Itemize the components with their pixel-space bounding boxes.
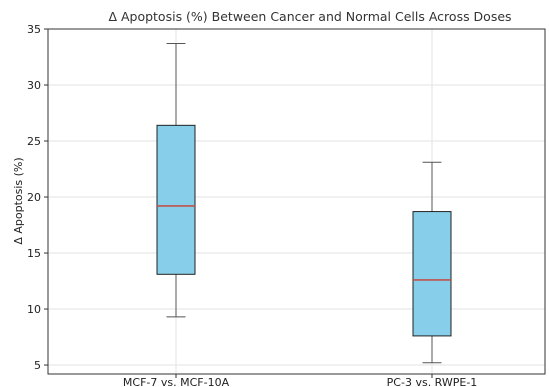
- iqr-box: [412, 211, 452, 337]
- y-tick-label-5: 30: [27, 79, 41, 92]
- y-tick-label-0: 5: [34, 359, 41, 372]
- y-axis-label: Δ Apoptosis (%): [12, 157, 25, 244]
- box-group-0: [156, 43, 196, 318]
- boxes: [156, 43, 452, 364]
- y-tick-label-6: 35: [27, 23, 41, 36]
- y-tick-label-3: 20: [27, 191, 41, 204]
- iqr-box: [156, 124, 196, 275]
- x-tick-label-0: MCF-7 vs. MCF-10A: [123, 376, 230, 387]
- chart-title: Δ Apoptosis (%) Between Cancer and Norma…: [108, 9, 511, 24]
- y-tick-label-2: 15: [27, 247, 41, 260]
- box-group-1: [412, 161, 452, 364]
- axes: 5 10 15 20 25 30 35 MCF-7 vs. MCF-10A PC-3 vs. R…: [27, 23, 546, 387]
- x-tick-label-1: PC-3 vs. RWPE-1: [387, 376, 478, 387]
- plot-frame: [47, 28, 546, 375]
- y-tick-label-4: 25: [27, 135, 41, 148]
- grid-lines: [48, 28, 545, 374]
- y-tick-label-1: 10: [27, 303, 41, 316]
